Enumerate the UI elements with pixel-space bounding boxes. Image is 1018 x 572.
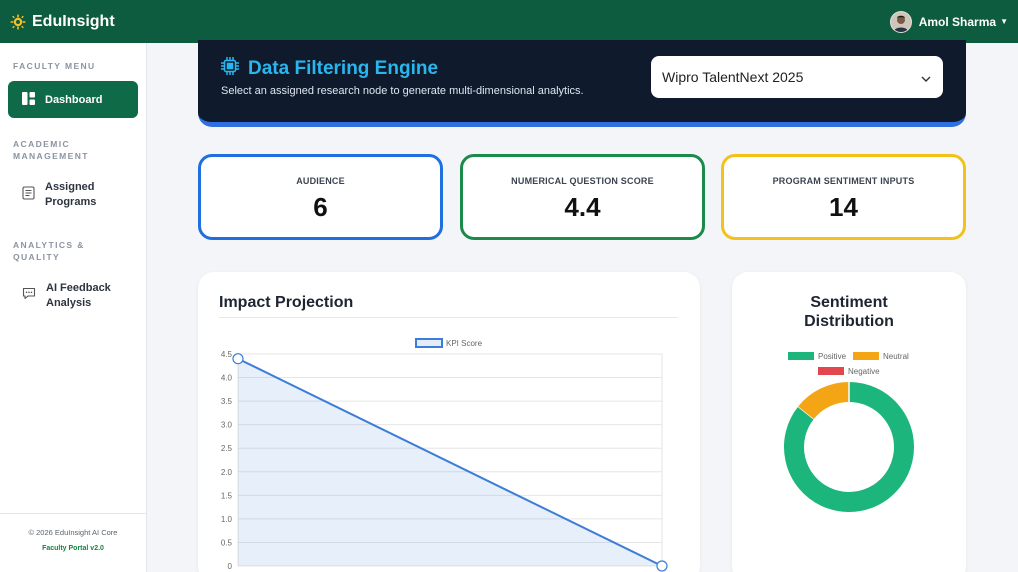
y-tick-label: 2.0 (221, 468, 233, 477)
stat-card-question-score: NUMERICAL QUESTION SCORE 4.4 (460, 154, 705, 240)
section-faculty-menu: FACULTY MENU (13, 61, 96, 71)
stat-card-audience: AUDIENCE 6 (198, 154, 443, 240)
y-tick-label: 3.0 (221, 421, 233, 430)
legend-swatch-neutral (853, 352, 879, 360)
slice-separator (797, 405, 815, 420)
brand[interactable]: EduInsight (10, 13, 115, 31)
hero-title-text: Data Filtering Engine (248, 58, 439, 79)
chat-icon (22, 287, 36, 305)
stat-value: 6 (313, 192, 328, 222)
dashboard-icon (22, 91, 35, 108)
portal-version: Faculty Portal v2.0 (42, 545, 104, 552)
section-analytics-quality: ANALYTICS & QUALITY (13, 240, 85, 262)
copyright-text: © 2026 EduInsight AI Core (28, 528, 118, 537)
program-select-value: Wipro TalentNext 2025 (662, 69, 804, 85)
chart-title: Impact Projection (219, 294, 354, 311)
program-select[interactable]: Wipro TalentNext 2025 (651, 56, 943, 98)
y-tick-label: 0 (228, 562, 233, 571)
chip-icon (220, 56, 240, 82)
legend-label-kpi: KPI Score (446, 339, 483, 348)
document-list-icon (22, 185, 35, 205)
data-point (232, 353, 244, 365)
sidebar-item-assigned-programs[interactable]: Assigned Programs (8, 180, 138, 210)
legend-swatch-positive (788, 352, 814, 360)
y-tick-label: 4.5 (221, 350, 233, 359)
y-tick-label: 1.5 (221, 491, 233, 500)
chevron-down-icon (921, 69, 931, 85)
filter-engine-card: Data Filtering Engine Select an assigned… (198, 40, 966, 127)
legend-label-positive: Positive (818, 352, 847, 361)
brand-name: EduInsight (32, 12, 115, 30)
plot-area: 0 0.5 1.0 1.5 2.0 2.5 3.0 3.5 4.0 4.5 (221, 350, 668, 572)
sun-logo-icon (10, 14, 26, 30)
user-menu[interactable]: Amol Sharma ▼ (889, 10, 1008, 33)
stat-label: AUDIENCE (296, 176, 345, 186)
y-tick-label: 3.5 (221, 397, 233, 406)
stat-label: PROGRAM SENTIMENT INPUTS (772, 176, 915, 186)
user-name: Amol Sharma (918, 14, 997, 29)
impact-projection-card: Impact Projection KPI Score 0 0.5 1.0 1.5 2.… (198, 272, 700, 572)
sidebar-item-label: Assigned Programs (45, 181, 97, 208)
sidebar-item-label: Dashboard (45, 93, 103, 106)
hero-subtitle: Select an assigned research node to gene… (221, 85, 584, 97)
donut-slice-positive (784, 382, 914, 512)
legend-swatch-negative (818, 367, 844, 375)
avatar (889, 10, 912, 33)
donut-slice-neutral (798, 382, 850, 420)
legend-label-neutral: Neutral (883, 352, 909, 361)
chart-title: Sentiment Distribution (732, 293, 966, 331)
chart-legend: KPI Score (415, 338, 483, 348)
legend-label-negative: Negative (848, 367, 880, 376)
sidebar-item-dashboard[interactable]: Dashboard (8, 81, 138, 118)
stat-value: 4.4 (564, 192, 601, 222)
stat-card-sentiment-inputs: PROGRAM SENTIMENT INPUTS 14 (721, 154, 966, 240)
sentiment-chart: Positive Neutral Negative (784, 352, 914, 512)
section-academic-management: ACADEMIC MANAGEMENT (13, 139, 89, 161)
y-tick-label: 0.5 (221, 538, 233, 547)
hero-title: Data Filtering Engine (220, 56, 438, 82)
chart-legend: Positive Neutral Negative (788, 352, 909, 376)
sidebar: FACULTY MENU Dashboard ACADEMIC MANAGEME… (0, 43, 147, 572)
top-navbar: EduInsight Amol Sharma ▼ (0, 0, 1018, 43)
sidebar-item-ai-feedback[interactable]: AI Feedback Analysis (8, 281, 138, 311)
chart-title-text: Sentiment Distribution (804, 294, 894, 330)
divider (219, 317, 678, 318)
legend-swatch-kpi (415, 338, 443, 348)
impact-chart: KPI Score 0 0.5 1.0 1.5 2.0 2.5 3.0 3.5 4.0 4.5 (221, 338, 668, 572)
sidebar-item-label: AI Feedback Analysis (46, 282, 111, 309)
sentiment-distribution-card: Sentiment Distribution Positive Neutral … (732, 272, 966, 572)
sidebar-footer: © 2026 EduInsight AI Core Faculty Portal… (0, 513, 146, 572)
caret-down-icon: ▼ (1000, 17, 1008, 26)
stat-value: 14 (829, 192, 858, 222)
data-point (656, 560, 668, 572)
y-tick-label: 1.0 (221, 515, 233, 524)
stat-label: NUMERICAL QUESTION SCORE (511, 176, 654, 186)
y-tick-label: 2.5 (221, 444, 233, 453)
y-tick-label: 4.0 (221, 374, 233, 383)
series-line-kpi (237, 357, 663, 567)
